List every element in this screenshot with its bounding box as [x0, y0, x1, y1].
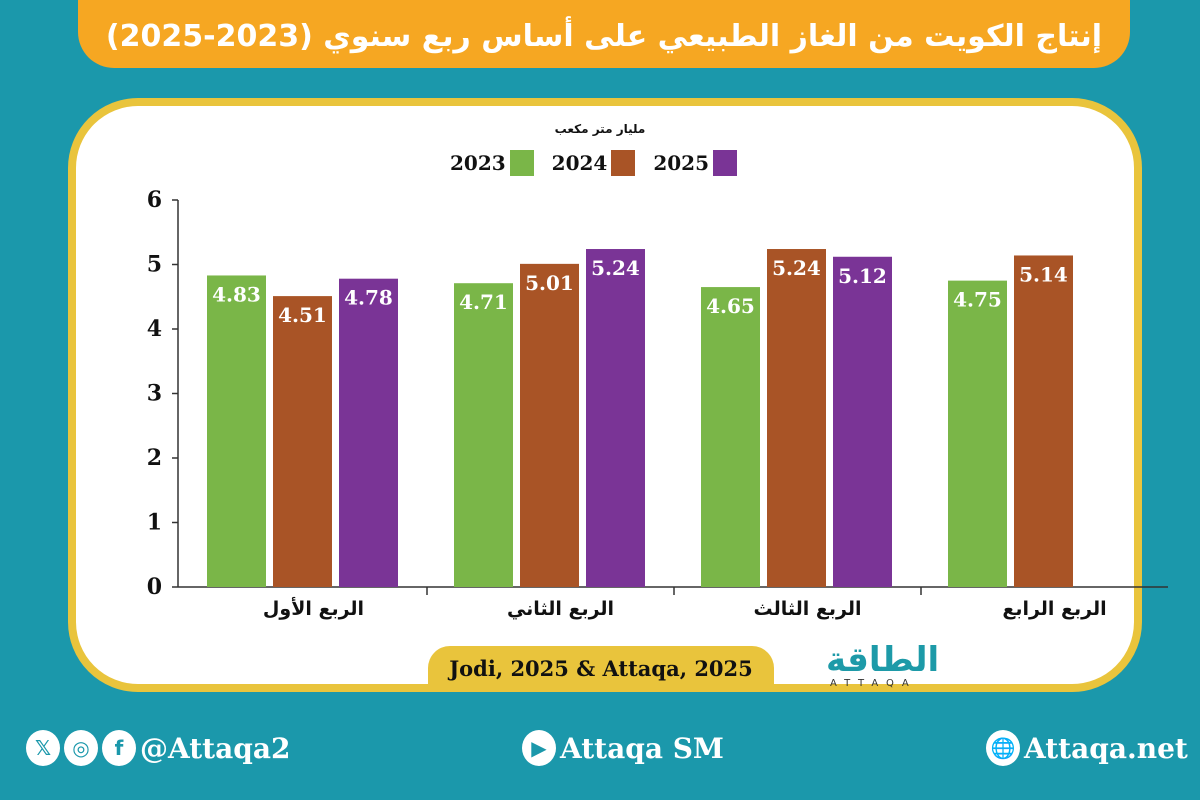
facebook-icon[interactable]: f — [102, 730, 136, 766]
footer-website: 🌐 Attaqa.net — [986, 730, 1188, 766]
unit-label: مليار متر مكعب — [554, 122, 646, 136]
category-label: الربع الثالث — [754, 598, 862, 620]
legend-item-2023: 2023 — [450, 150, 534, 176]
bar-2025 — [833, 256, 892, 587]
legend: 2023 2024 2025 — [450, 150, 738, 176]
data-label: 5.24 — [772, 256, 821, 280]
legend-item-2025: 2025 — [653, 150, 738, 176]
x-icon[interactable]: 𝕏 — [26, 730, 60, 766]
y-tick-label: 6 — [147, 187, 162, 213]
instagram-icon[interactable]: ◎ — [64, 730, 98, 766]
bar-2023 — [948, 280, 1007, 587]
legend-swatch — [509, 150, 534, 176]
y-tick-label: 1 — [147, 510, 162, 536]
data-label: 4.83 — [212, 282, 261, 306]
category-label: الربع الثاني — [507, 598, 614, 620]
bar-2024 — [520, 263, 579, 587]
globe-icon[interactable]: 🌐 — [986, 730, 1020, 766]
bar-2025 — [339, 278, 398, 587]
footer-social: 𝕏 ◎ f @Attaqa2 — [26, 730, 290, 766]
data-label: 4.75 — [953, 288, 1002, 312]
data-label: 4.65 — [706, 294, 755, 318]
legend-label: 2023 — [450, 151, 506, 175]
legend-item-2024: 2024 — [552, 150, 636, 176]
category-label: الربع الرابع — [1002, 598, 1106, 620]
category-label: الربع الأول — [263, 597, 364, 620]
bar-2024 — [1014, 255, 1073, 587]
y-tick-label: 5 — [147, 252, 162, 278]
y-tick-label: 4 — [147, 316, 162, 342]
legend-label: 2024 — [551, 151, 608, 175]
attaqa-logo: الطاقة ATTAQA — [826, 640, 976, 692]
data-label: 4.51 — [278, 303, 327, 327]
logo-sub: ATTAQA — [830, 678, 917, 689]
logo-text: الطاقة — [826, 640, 940, 680]
bar-2023 — [701, 287, 760, 587]
data-label: 5.12 — [838, 264, 887, 288]
bar-2023 — [454, 283, 513, 587]
data-label: 4.78 — [344, 286, 393, 310]
website-link[interactable]: Attaqa.net — [1024, 731, 1188, 765]
footer-youtube: ▶ Attaqa SM — [522, 730, 724, 766]
y-tick-label: 0 — [147, 574, 162, 600]
data-label: 5.01 — [525, 271, 574, 295]
bar-2024 — [273, 296, 332, 587]
bar-2023 — [207, 275, 266, 587]
source-label: Jodi, 2025 & Attaqa, 2025 — [428, 646, 774, 690]
chart-title: إنتاج الكويت من الغاز الطبيعي على أساس ر… — [105, 19, 1103, 54]
youtube-icon[interactable]: ▶ — [522, 730, 556, 766]
youtube-handle[interactable]: Attaqa SM — [560, 731, 724, 765]
social-handle[interactable]: @Attaqa2 — [140, 731, 291, 765]
legend-swatch — [611, 150, 636, 176]
bar-2025 — [586, 249, 645, 587]
data-label: 4.71 — [459, 290, 508, 314]
y-tick-label: 2 — [147, 445, 162, 471]
bar-2024 — [767, 249, 826, 587]
legend-label: 2025 — [653, 151, 710, 175]
title-bar: إنتاج الكويت من الغاز الطبيعي على أساس ر… — [78, 0, 1130, 68]
legend-swatch — [713, 150, 738, 176]
data-label: 5.14 — [1019, 262, 1068, 286]
data-label: 5.24 — [591, 256, 640, 280]
y-tick-label: 3 — [147, 381, 162, 407]
